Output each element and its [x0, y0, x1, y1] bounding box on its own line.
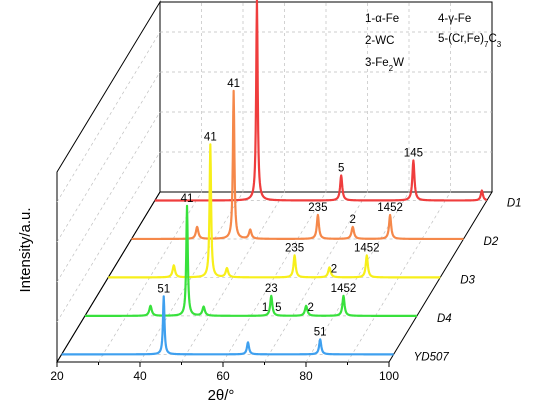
floor	[56, 191, 493, 363]
peak-annotation: 1452	[354, 242, 380, 254]
series-line-yd507	[60, 295, 395, 356]
series-label-d2: D2	[484, 236, 499, 248]
peak-annotation: 235	[308, 202, 327, 214]
x-tick-label: 40	[133, 369, 147, 383]
peak-annotation: 1452	[331, 283, 357, 295]
series-line-d3	[107, 143, 441, 279]
series-label-yd507: YD507	[414, 351, 450, 363]
series-label-d1: D1	[507, 198, 522, 210]
peak-annotation: 145	[404, 147, 423, 159]
y-axis-title: Intensity/a.u.	[17, 207, 34, 292]
peak-annotation: 1452	[377, 202, 403, 214]
x-tick-label: 60	[216, 369, 230, 383]
left-wall	[56, 0, 161, 364]
legend-entry-1: 1-α-Fe	[365, 13, 399, 25]
x-axis-title: 2θ/°	[208, 387, 235, 404]
peak-annotation: 51	[157, 283, 170, 295]
legend: 1-α-Fe 2-WC 3-Fe2W 4-γ-Fe 5-(Cr,Fe)7C3	[365, 13, 502, 73]
series-layer: 415145D14123521452D24123521452D341123521…	[60, 0, 522, 363]
peak-annotation: 1	[262, 302, 268, 314]
peak-annotation: 2	[331, 263, 337, 275]
peak-annotation: 41	[227, 78, 240, 90]
peak-annotation: 41	[204, 131, 217, 143]
peak-annotation: 51	[314, 326, 327, 338]
peak-annotation: 41	[181, 193, 194, 205]
x-tick-label: 100	[379, 369, 399, 383]
series-label-d3: D3	[460, 274, 475, 286]
peak-annotation: 5	[275, 302, 281, 314]
series-label-d4: D4	[437, 313, 452, 325]
peak-annotation: 5	[338, 162, 344, 174]
x-axis: 20 40 60 80 100	[50, 362, 399, 383]
x-tick-label: 80	[299, 369, 313, 383]
peak-annotation: 2	[307, 302, 313, 314]
series-line-d4	[84, 204, 418, 317]
peak-annotation: 23	[265, 283, 278, 295]
legend-entry-3: 3-Fe2W	[365, 57, 404, 73]
legend-entry-4: 4-γ-Fe	[438, 13, 471, 25]
peak-annotation: 235	[285, 242, 304, 254]
peak-annotation: 2	[350, 214, 356, 226]
x-tick-label: 20	[50, 369, 64, 383]
legend-entry-5: 5-(Cr,Fe)7C3	[438, 33, 502, 49]
legend-entry-2: 2-WC	[365, 35, 394, 47]
